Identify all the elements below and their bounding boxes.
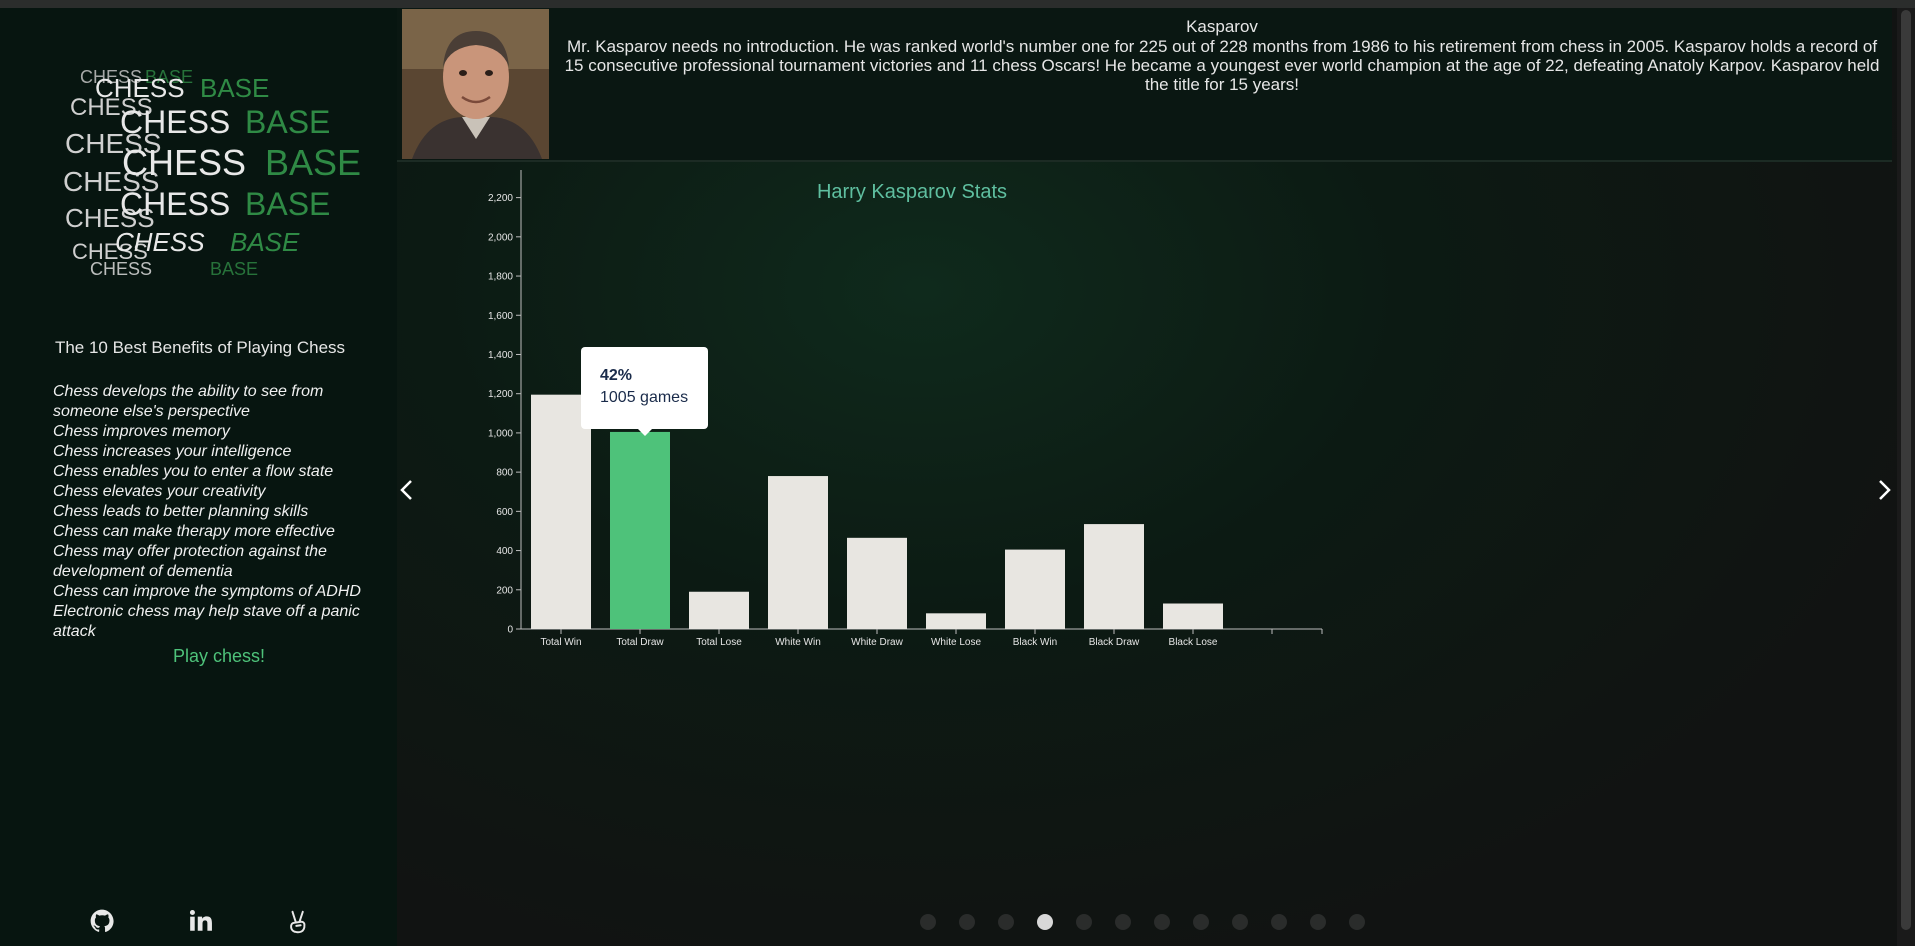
player-name: Kasparov: [1186, 17, 1258, 36]
bar-white-win[interactable]: [768, 476, 828, 629]
x-tick-label: White Lose: [931, 637, 981, 648]
bar-black-draw[interactable]: [1084, 524, 1144, 629]
carousel-dot-3[interactable]: [998, 914, 1014, 930]
chart-title: Harry Kasparov Stats: [817, 181, 1007, 203]
peace-hand-icon[interactable]: [286, 908, 312, 934]
logo-text-row-1a: CHESS: [95, 73, 185, 103]
x-tick-label: Total Draw: [616, 637, 664, 648]
x-tick-label: Total Win: [540, 637, 581, 648]
bar-tooltip: 42% 1005 games: [581, 347, 708, 436]
bar-total-draw[interactable]: [610, 431, 670, 629]
tooltip-games: 1005 games: [600, 389, 689, 406]
y-tick-label: 1,800: [488, 272, 513, 283]
logo-text-row-2b: BASE: [245, 104, 330, 140]
carousel-dot-12[interactable]: [1349, 914, 1365, 930]
y-tick-label: 800: [496, 468, 513, 479]
bar-black-win[interactable]: [1005, 549, 1065, 629]
logo-text-left-1: CHESS: [70, 94, 153, 121]
y-tick-label: 1,000: [488, 428, 513, 439]
x-tick-label: Black Draw: [1089, 637, 1140, 648]
logo-text-left-5: CHESS: [72, 239, 148, 264]
benefit-item: Chess can make therapy more effective: [53, 523, 335, 540]
benefit-item: Chess leads to better planning skills: [53, 503, 309, 520]
x-tick-label: White Draw: [851, 637, 903, 648]
bar-white-lose[interactable]: [926, 613, 986, 629]
bar-total-win[interactable]: [531, 394, 591, 629]
player-portrait-icon: [402, 9, 549, 159]
y-axis: 0 200 400 600 800 1,000 1,200 1,400 1,600 1,800 2,…: [488, 170, 522, 636]
logo-text-row-6a: CHESS: [90, 259, 152, 279]
logo-text-row-1b: BASE: [200, 73, 269, 103]
chessbase-logo: CHESS BASE CHESS CHESS CHESS CHESS CHESS…: [63, 67, 360, 279]
benefit-item: Chess improves memory: [53, 423, 230, 440]
benefit-item: Chess elevates your creativity: [53, 483, 266, 500]
y-tick-label: 1,600: [488, 311, 513, 322]
y-tick-label: 200: [496, 585, 513, 596]
y-tick-label: 0: [507, 625, 513, 636]
carousel-dot-11[interactable]: [1310, 914, 1326, 930]
tooltip-percent: 42%: [600, 367, 633, 384]
scrollbar-thumb[interactable]: [1901, 10, 1911, 930]
logo-text-row-5b: BASE: [230, 227, 300, 257]
y-tick-label: 400: [496, 546, 513, 557]
logo-text-row-4b: BASE: [245, 186, 330, 222]
benefit-item: Electronic chess may help stave off a pa…: [53, 603, 360, 640]
next-slide-arrow[interactable]: [1874, 478, 1894, 502]
prev-slide-arrow[interactable]: [397, 478, 417, 502]
logo-text-row-5a: CHESS: [115, 227, 205, 257]
play-chess-link[interactable]: Play chess!: [172, 646, 266, 666]
benefit-item: Chess increases your intelligence: [53, 443, 292, 460]
bar-white-draw[interactable]: [847, 537, 907, 629]
carousel-dot-9[interactable]: [1232, 914, 1248, 930]
benefits-list: Chess develops the ability to see from s…: [53, 382, 383, 642]
logo-text-left-4: CHESS: [65, 203, 155, 233]
logo-text-row-3b: BASE: [265, 142, 360, 183]
logo-text-row-4a: CHESS: [120, 186, 230, 222]
logo-text-left-3: CHESS: [63, 166, 159, 197]
carousel-dot-1[interactable]: [920, 914, 936, 930]
y-tick-label: 1,200: [488, 389, 513, 400]
x-tick-label: Black Win: [1013, 637, 1057, 648]
logo-text-back-1: CHESS: [80, 67, 142, 87]
carousel-dot-4[interactable]: [1037, 914, 1053, 930]
linkedin-icon[interactable]: [188, 908, 214, 934]
bars: [531, 394, 1223, 629]
benefit-item: Chess may offer protection against the d…: [53, 543, 327, 580]
carousel-dot-2[interactable]: [959, 914, 975, 930]
y-tick-label: 600: [496, 507, 513, 518]
x-axis: Total Win Total Draw Total Lose White Win Wh…: [521, 628, 1323, 648]
benefits-title: The 10 Best Benefits of Playing Chess: [54, 338, 346, 357]
carousel-dot-7[interactable]: [1154, 914, 1170, 930]
logo-text-row-6b: BASE: [210, 259, 258, 279]
x-tick-label: Total Lose: [696, 637, 742, 648]
x-tick-label: Black Lose: [1169, 637, 1218, 648]
logo-text-back-2: BASE: [145, 67, 193, 87]
carousel-dot-10[interactable]: [1271, 914, 1287, 930]
sidebar: CHESS BASE CHESS CHESS CHESS CHESS CHESS…: [0, 8, 397, 946]
carousel-dot-6[interactable]: [1115, 914, 1131, 930]
y-tick-label: 1,400: [488, 350, 513, 361]
bar-black-lose[interactable]: [1163, 603, 1223, 629]
logo-text-row-3a: CHESS: [122, 142, 246, 183]
stats-bar-chart: Harry Kasparov Stats 0 200 400 600 800 1,000 1…: [488, 170, 1323, 648]
github-icon[interactable]: [89, 908, 115, 934]
top-bar: [0, 0, 1915, 8]
benefit-item: Chess develops the ability to see from s…: [53, 383, 324, 420]
player-description: Mr. Kasparov needs no introduction. He w…: [564, 37, 1880, 94]
main-panel: Kasparov Mr. Kasparov needs no introduct…: [397, 8, 1897, 946]
player-photo: [402, 9, 549, 159]
x-tick-label: White Win: [775, 637, 821, 648]
carousel-dot-5[interactable]: [1076, 914, 1092, 930]
y-tick-label: 2,000: [488, 232, 513, 243]
player-header: Kasparov Mr. Kasparov needs no introduct…: [397, 8, 1892, 162]
scrollbar[interactable]: [1897, 8, 1915, 946]
benefit-item: Chess can improve the symptoms of ADHD: [53, 583, 361, 600]
logo-text-row-2a: CHESS: [120, 104, 230, 140]
bar-total-lose[interactable]: [689, 591, 749, 629]
benefit-item: Chess enables you to enter a flow state: [53, 463, 334, 480]
carousel-dot-8[interactable]: [1193, 914, 1209, 930]
logo-text-left-2: CHESS: [65, 128, 161, 159]
y-tick-label: 2,200: [488, 193, 513, 204]
